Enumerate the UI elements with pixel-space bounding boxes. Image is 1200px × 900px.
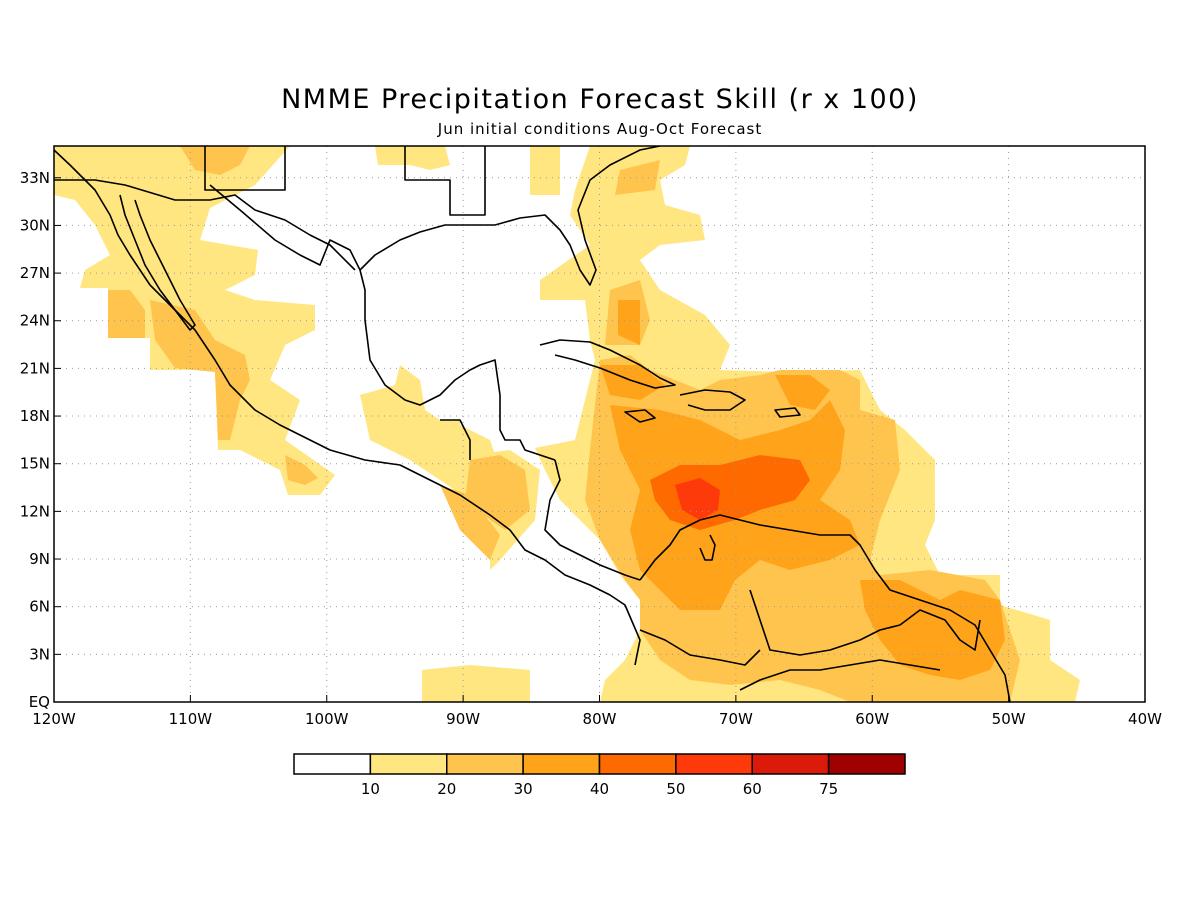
shade-eastern-pacific xyxy=(422,665,530,702)
lon-tick-label: 40W xyxy=(1128,710,1162,728)
colorbar-swatch-1 xyxy=(369,753,448,775)
colorbar-label: 50 xyxy=(666,780,685,798)
lon-tick-label: 80W xyxy=(583,710,617,728)
map-subtitle: Jun initial conditions Aug-Oct Forecast xyxy=(437,120,763,138)
colorbar-swatch-6 xyxy=(751,753,830,775)
coast-jamaica xyxy=(624,409,656,423)
longitude-labels: 120W 110W 100W 90W 80W 70W 60W 50W 40W xyxy=(32,710,1162,728)
latitude-labels: EQ 3N 6N 9N 12N 15N 18N 21N 24N 27N 30N 33N xyxy=(20,169,50,711)
shade-gulf-se-north xyxy=(375,146,450,170)
lat-tick-label: 27N xyxy=(20,264,50,282)
border-guatemala xyxy=(440,419,471,460)
colorbar-label: 60 xyxy=(743,780,762,798)
skill-level-50 xyxy=(675,478,720,520)
colorbar-swatch-0 xyxy=(293,753,372,775)
shade-guianas xyxy=(860,580,1005,680)
coast-south-america-north xyxy=(639,514,1011,702)
border-us-mexico xyxy=(54,179,356,271)
coast-mexico-pacific xyxy=(54,149,641,666)
lon-tick-label: 90W xyxy=(446,710,480,728)
lat-tick-label: 12N xyxy=(20,502,50,520)
lon-tick-label: 70W xyxy=(719,710,753,728)
shade-caribbean-max xyxy=(675,478,720,520)
shade-baja-core xyxy=(108,290,145,338)
colorbar-label: 40 xyxy=(590,780,609,798)
colorbar-label: 20 xyxy=(437,780,456,798)
lat-tick-label: 33N xyxy=(20,169,50,187)
lat-tick-label: 18N xyxy=(20,407,50,425)
shade-sonora xyxy=(150,300,250,440)
map-title: NMME Precipitation Forecast Skill (r x 1… xyxy=(281,84,919,115)
colorbar-swatch-7 xyxy=(827,753,906,775)
colorbar-swatch-5 xyxy=(675,753,753,775)
lat-tick-label: EQ xyxy=(29,693,50,711)
shade-georgia xyxy=(530,146,560,195)
coastlines xyxy=(54,146,1011,702)
lat-tick-label: 15N xyxy=(20,455,50,473)
lon-tick-label: 100W xyxy=(305,710,349,728)
border-us-states xyxy=(204,146,286,191)
colorbar-label: 75 xyxy=(819,780,838,798)
shade-carolina xyxy=(615,160,660,195)
colorbar-swatch-4 xyxy=(598,753,677,775)
lon-tick-label: 50W xyxy=(992,710,1026,728)
coast-baja xyxy=(119,194,196,331)
shade-cam-panama xyxy=(440,485,500,560)
lat-tick-label: 21N xyxy=(20,359,50,377)
shade-north-top xyxy=(180,146,250,175)
colorbar-swatch-3 xyxy=(522,753,601,775)
coast-hispaniola xyxy=(679,389,746,411)
coast-lake-maracaibo xyxy=(699,534,716,561)
lat-tick-label: 3N xyxy=(29,645,50,663)
border-brazil xyxy=(739,659,941,691)
lon-tick-label: 60W xyxy=(855,710,889,728)
colorbar-swatch-2 xyxy=(446,753,524,775)
colorbar-label: 30 xyxy=(514,780,533,798)
coast-puerto-rico xyxy=(774,407,801,418)
border-colombia xyxy=(639,629,761,666)
coast-cuba xyxy=(539,339,676,389)
lon-tick-label: 120W xyxy=(32,710,76,728)
lat-tick-label: 6N xyxy=(29,598,50,616)
lat-tick-label: 24N xyxy=(20,312,50,330)
skill-shading xyxy=(54,146,1080,702)
colorbar: 10 20 30 40 50 60 75 xyxy=(293,753,906,798)
shade-lesser-antilles xyxy=(775,375,830,410)
lat-tick-label: 30N xyxy=(20,216,50,234)
lon-tick-label: 110W xyxy=(169,710,213,728)
lat-tick-label: 9N xyxy=(29,550,50,568)
colorbar-label: 10 xyxy=(361,780,380,798)
coast-gulf-of-mexico xyxy=(209,184,556,461)
shade-pacific-strip xyxy=(285,455,318,485)
border-venezuela xyxy=(749,589,901,656)
axis-ticks xyxy=(53,177,1146,703)
shade-bahamas-core xyxy=(618,300,640,345)
border-guianas xyxy=(899,609,981,651)
coast-central-america-caribbean xyxy=(544,459,641,581)
coast-gulf-north xyxy=(359,146,661,286)
border-us-states-east xyxy=(404,146,486,216)
